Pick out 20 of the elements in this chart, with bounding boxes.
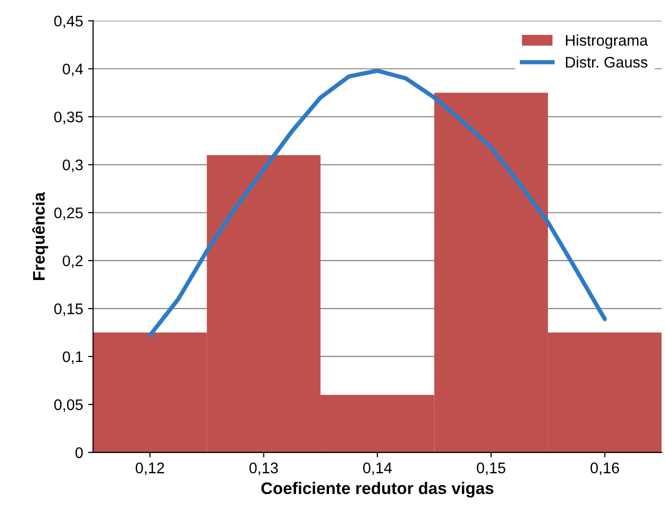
x-tick-label: 0,15 [476,462,506,476]
y-axis-title: Frequência [32,192,48,280]
y-tick-label: 0,05 [54,399,83,412]
x-tick-label: 0,16 [590,462,620,476]
y-tick-label: 0,45 [54,16,83,28]
x-tick-label: 0,14 [363,462,392,476]
y-tick-label: 0,15 [54,303,83,316]
y-tick-label: 0,1 [62,351,83,364]
y-tick-label: 0,25 [54,207,83,220]
y-tick-label: 0,35 [54,112,83,124]
x-axis-title: Coeficiente redutor das vigas [261,482,494,498]
x-tick-label: 0,12 [136,462,164,476]
y-tick-label: 0,3 [62,160,83,172]
legend-label: Distr. Gauss [566,56,648,68]
y-tick-label: 0,4 [62,64,83,76]
y-tick-label: 0,2 [62,255,83,268]
y-tick-label: 0 [75,447,83,458]
legend-label: Histrograma [566,34,648,49]
x-tick-label: 0,13 [249,462,278,476]
line-series [148,68,607,338]
